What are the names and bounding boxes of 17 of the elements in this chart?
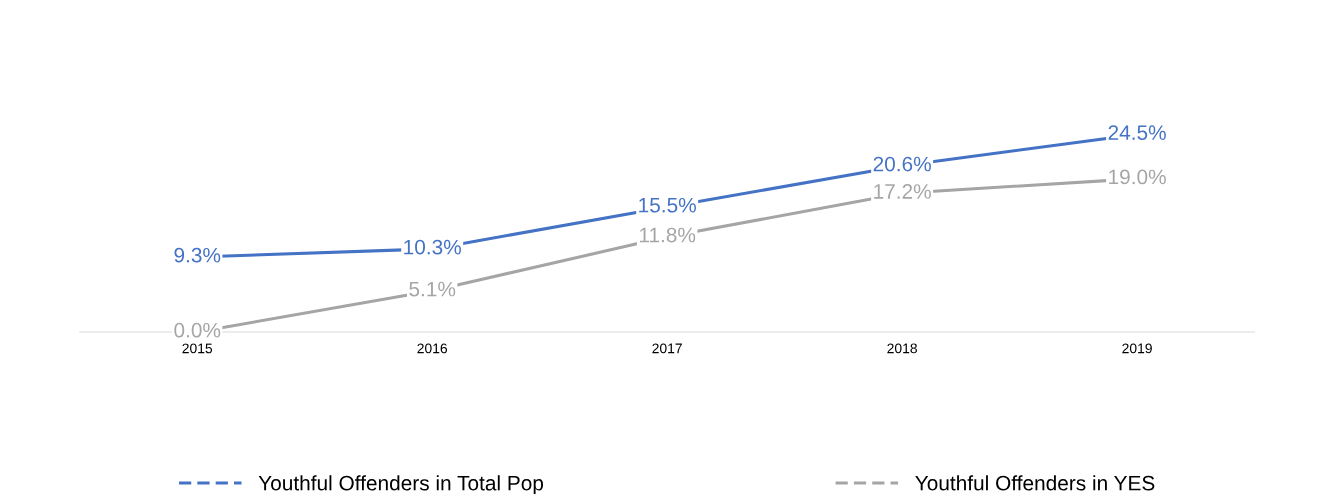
data-label: 24.5% [1108, 125, 1166, 140]
legend-label: Youthful Offenders in YES [915, 475, 1155, 491]
data-label: 0.0% [174, 322, 221, 338]
x-tick-label: 2016 [417, 343, 448, 354]
data-label: 10.3% [404, 239, 461, 255]
x-tick-label: 2017 [652, 343, 682, 354]
x-tick-label: 2019 [1122, 343, 1152, 354]
data-label: 17.2% [874, 184, 931, 199]
data-label: 15.5% [639, 197, 696, 213]
legend-label: Youthful Offenders in Total Pop [258, 475, 544, 494]
x-tick-label: 2018 [887, 343, 917, 354]
data-label: 5.1% [409, 281, 456, 297]
x-tick-label: 2015 [182, 343, 213, 354]
data-label: 9.3% [174, 247, 221, 263]
data-label: 19.0% [1109, 169, 1166, 185]
data-label: 20.6% [873, 156, 931, 172]
data-label: 11.8% [639, 227, 696, 243]
